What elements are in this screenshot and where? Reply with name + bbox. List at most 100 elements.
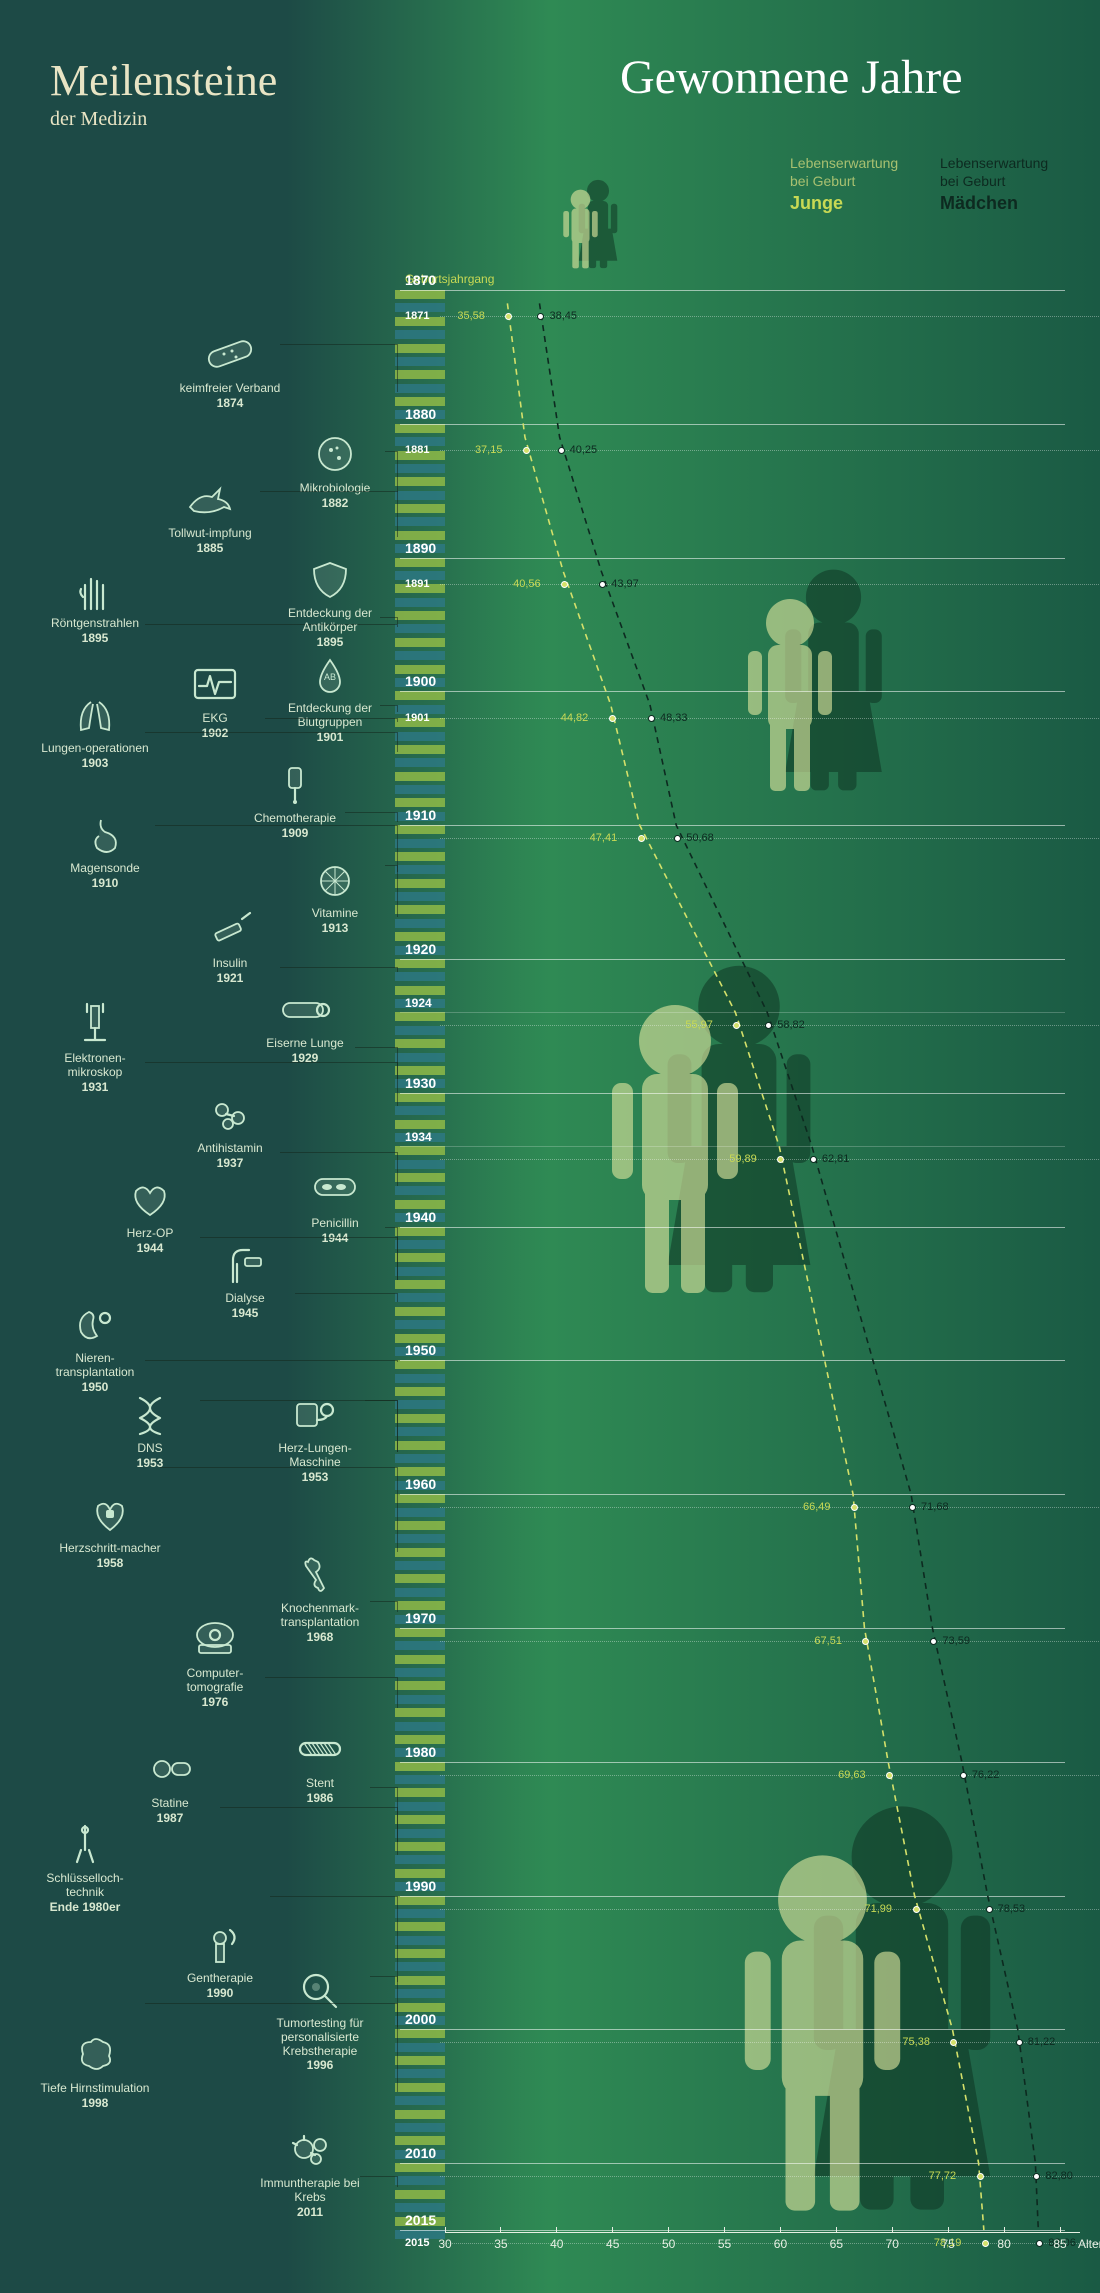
data-dot-boy xyxy=(851,1504,858,1511)
milestone: Tollwut-impfung1885 xyxy=(155,475,265,555)
milestone-label: Nieren-transplantation xyxy=(40,1352,150,1380)
milestone-connector xyxy=(345,812,398,822)
data-dot-boy xyxy=(609,715,616,722)
ironlung-icon xyxy=(275,985,335,1033)
milestone-connector xyxy=(385,865,398,917)
milestone-year: 1944 xyxy=(95,1241,205,1255)
stent-icon xyxy=(290,1725,350,1773)
milestone: Nieren-transplantation1950 xyxy=(40,1300,150,1394)
data-value-girl: 58,82 xyxy=(777,1019,805,1031)
milestone-label: Vitamine xyxy=(280,907,390,921)
decade-line xyxy=(400,1093,1065,1094)
milestone-connector xyxy=(295,1293,398,1302)
statine-icon xyxy=(140,1745,200,1793)
milestone: ABEntdeckung der Blutgruppen1901 xyxy=(275,650,385,744)
milestone-label: Stent xyxy=(265,1777,375,1791)
milestone-connector xyxy=(385,451,398,492)
milestone: Computer-tomografie1976 xyxy=(160,1615,270,1709)
data-dot-girl xyxy=(810,1156,817,1163)
milestone-year: 1895 xyxy=(40,631,150,645)
minor-year-line xyxy=(400,1146,1065,1147)
data-row: 69,63 76,22 xyxy=(405,1770,1100,1784)
data-value-boy: 66,49 xyxy=(803,1501,831,1513)
blood-icon: AB xyxy=(300,650,360,698)
data-value-girl: 76,22 xyxy=(972,1769,1000,1781)
decade-label: 1870 xyxy=(405,272,436,288)
minor-year-label: 1924 xyxy=(405,996,432,1010)
milestone-connector xyxy=(280,967,398,972)
decade-label: 1980 xyxy=(405,1744,436,1760)
silhouette-boy xyxy=(600,999,750,1304)
milestone: Gentherapie1990 xyxy=(165,1920,275,2000)
milestone-connector xyxy=(220,1807,398,1855)
data-value-girl: 81,22 xyxy=(1028,2036,1056,2048)
milestone-year: 1968 xyxy=(265,1630,375,1644)
milestone: Schlüsselloch-technikEnde 1980er xyxy=(30,1820,140,1914)
decade-line xyxy=(400,2029,1065,2030)
milestone: Elektronen-mikroskop1931 xyxy=(40,1000,150,1094)
bandage-icon xyxy=(200,330,260,378)
decade-label: 2015 xyxy=(405,2212,436,2228)
milestone-year: 1895 xyxy=(275,635,385,649)
data-value-boy: 75,38 xyxy=(902,2036,930,2048)
data-dot-boy xyxy=(982,2240,989,2247)
data-value-girl: 48,33 xyxy=(660,712,688,724)
data-dot-girl xyxy=(537,313,544,320)
milestone-label: Statine xyxy=(115,1797,225,1811)
milestone: Knochenmark-transplantation1968 xyxy=(265,1550,375,1644)
arm-icon xyxy=(215,1240,275,1288)
data-value-boy: 69,63 xyxy=(838,1769,866,1781)
minor-year-line xyxy=(400,1012,1065,1013)
decade-line xyxy=(400,1896,1065,1897)
data-row: 71,9978,53 xyxy=(405,1904,1100,1918)
data-dot-girl xyxy=(1036,2240,1043,2247)
title-right: Gewonnene Jahre xyxy=(620,50,963,105)
data-dot-girl xyxy=(1033,2173,1040,2180)
data-dot-girl xyxy=(960,1772,967,1779)
legend-girl: Lebenserwartungbei GeburtMädchen xyxy=(940,155,1048,215)
data-value-girl: 43,97 xyxy=(611,578,639,590)
milestone-year: 1986 xyxy=(265,1791,375,1805)
milestone-connector xyxy=(360,2176,398,2187)
bone-icon xyxy=(290,1550,350,1598)
data-dot-boy xyxy=(733,1022,740,1029)
decade-label: 1920 xyxy=(405,941,436,957)
decade-line xyxy=(400,1360,1065,1361)
milestone-year: Ende 1980er xyxy=(30,1900,140,1914)
milestone-year: 1903 xyxy=(40,756,150,770)
decade-line xyxy=(400,290,1065,291)
milestone-label: Tollwut-impfung xyxy=(155,527,265,541)
data-value-boy: 35,58 xyxy=(457,310,485,322)
svg-text:AB: AB xyxy=(324,672,336,682)
milestone-connector xyxy=(145,1360,398,1362)
kidney-icon xyxy=(65,1300,125,1348)
milestone: Immuntherapie bei Krebs2011 xyxy=(255,2125,365,2219)
milestone-label: Magensonde xyxy=(50,862,160,876)
data-row: 75,38 81,22 xyxy=(405,2037,1100,2051)
data-dot-boy xyxy=(950,2039,957,2046)
data-dot-girl xyxy=(1016,2039,1023,2046)
data-value-boy: 47,41 xyxy=(590,832,618,844)
milestone: Statine1987 xyxy=(115,1745,225,1825)
data-dot-boy xyxy=(886,1772,893,1779)
milestone-year: 1885 xyxy=(155,541,265,555)
data-row: 67,5173,59 xyxy=(405,1636,1100,1650)
age-tick: 65 xyxy=(830,2237,843,2251)
decade-label: 1880 xyxy=(405,406,436,422)
decade-label: 1910 xyxy=(405,807,436,823)
milestone-year: 1874 xyxy=(175,396,285,410)
milestone: Herzschritt-macher1958 xyxy=(55,1490,165,1570)
milestone-connector xyxy=(260,491,398,537)
milestone-label: EKG xyxy=(160,712,270,726)
data-year: 1901 xyxy=(405,712,429,724)
age-tick: 75 xyxy=(941,2237,954,2251)
data-value-girl: 71,68 xyxy=(921,1501,949,1513)
silhouette-boy xyxy=(740,595,840,800)
decade-label: 2010 xyxy=(405,2145,436,2161)
milestone-year: 1958 xyxy=(55,1556,165,1570)
petri-icon xyxy=(305,430,365,478)
data-dot-girl xyxy=(930,1638,937,1645)
gene-icon xyxy=(190,1920,250,1968)
milestone-label: Chemotherapie xyxy=(240,812,350,826)
age-tick: 40 xyxy=(550,2237,563,2251)
